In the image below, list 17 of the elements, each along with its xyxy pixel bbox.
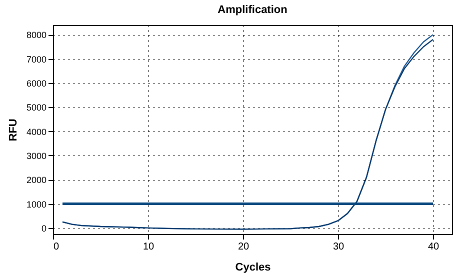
x-axis-title: Cycles (235, 262, 271, 274)
y-tick-label: 3000 (26, 150, 46, 161)
x-tick-label: 30 (332, 242, 344, 252)
y-tick-label: 7000 (26, 54, 46, 64)
x-tick-label: 20 (238, 242, 250, 252)
y-tick-label: 6000 (26, 78, 46, 88)
y-tick-label: 8000 (26, 30, 46, 40)
y-tick-label: 5000 (26, 102, 46, 113)
chart-title: Amplification (218, 4, 288, 16)
y-tick-label: 4000 (26, 126, 46, 137)
y-tick-label: 0 (41, 223, 46, 234)
y-tick-label: 1000 (26, 199, 46, 210)
y-tick-label: 2000 (26, 175, 46, 186)
x-tick-label: 40 (428, 242, 440, 252)
x-tick-label: 0 (54, 242, 60, 252)
x-tick-label: 10 (142, 242, 154, 252)
y-axis-title: RFU (7, 118, 20, 142)
